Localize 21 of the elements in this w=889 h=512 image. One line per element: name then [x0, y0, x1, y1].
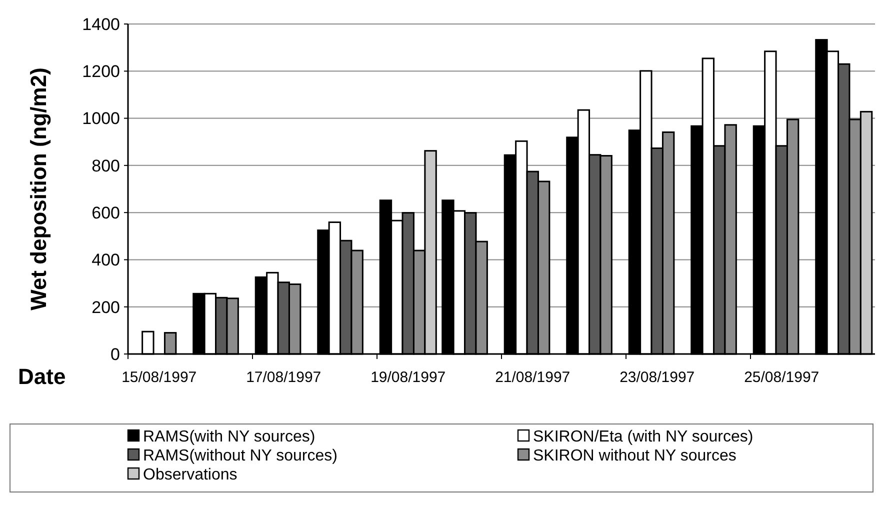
y-tick-label: 800: [92, 156, 120, 176]
legend-label: RAMS(with NY sources): [143, 428, 316, 446]
legend-label: RAMS(without NY sources): [143, 448, 338, 465]
legend-label: Observations: [143, 466, 238, 484]
y-tick-label: 1200: [82, 62, 120, 82]
y-tick-label: 200: [92, 298, 120, 317]
x-tick-label: 23/08/1997: [620, 369, 695, 386]
x-tick-label: 17/08/1997: [246, 369, 322, 386]
legend-label: SKIRON/Eta (with NY sources): [533, 428, 754, 446]
y-tick-label: 600: [92, 204, 120, 223]
y-axis-title: Wet deposition (ng/m2): [26, 68, 51, 310]
x-tick-label: 21/08/1997: [495, 369, 570, 386]
y-tick-label: 0: [110, 344, 120, 364]
y-tick-label: 400: [92, 250, 120, 270]
x-tick-label: 25/08/1997: [744, 369, 820, 386]
x-tick-label: 15/08/1997: [122, 369, 197, 386]
x-tick-label: 19/08/1997: [370, 369, 446, 386]
y-tick-label: 1000: [82, 109, 120, 128]
legend-label: SKIRON without NY sources: [533, 448, 736, 465]
x-axis-title: Date: [18, 364, 66, 389]
y-tick-label: 1400: [82, 14, 120, 34]
